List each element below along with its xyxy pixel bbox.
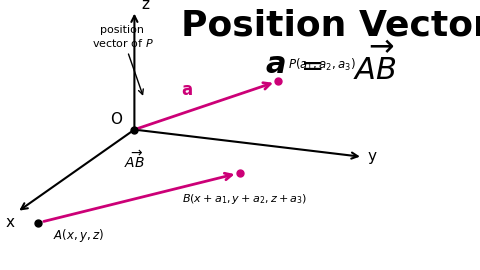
Text: O: O xyxy=(110,112,122,127)
Text: x: x xyxy=(5,215,14,230)
Text: position
vector of $P$: position vector of $P$ xyxy=(92,25,153,94)
Text: y: y xyxy=(367,149,376,164)
Text: Position Vector: Position Vector xyxy=(181,8,480,42)
Text: $A(x, y, z)$: $A(x, y, z)$ xyxy=(53,227,104,244)
Text: $P(a_1, a_2, a_3)$: $P(a_1, a_2, a_3)$ xyxy=(288,57,356,73)
Text: $\mathbf{a}$: $\mathbf{a}$ xyxy=(181,80,193,99)
Text: $\overrightarrow{AB}$: $\overrightarrow{AB}$ xyxy=(353,43,396,86)
Text: z: z xyxy=(142,0,150,12)
Text: $B(x+a_1, y+a_2, z+a_3)$: $B(x+a_1, y+a_2, z+a_3)$ xyxy=(182,192,307,206)
Text: $=$: $=$ xyxy=(295,51,323,79)
Text: $\overrightarrow{AB}$: $\overrightarrow{AB}$ xyxy=(124,149,145,171)
Text: $\boldsymbol{a}$: $\boldsymbol{a}$ xyxy=(265,50,286,79)
